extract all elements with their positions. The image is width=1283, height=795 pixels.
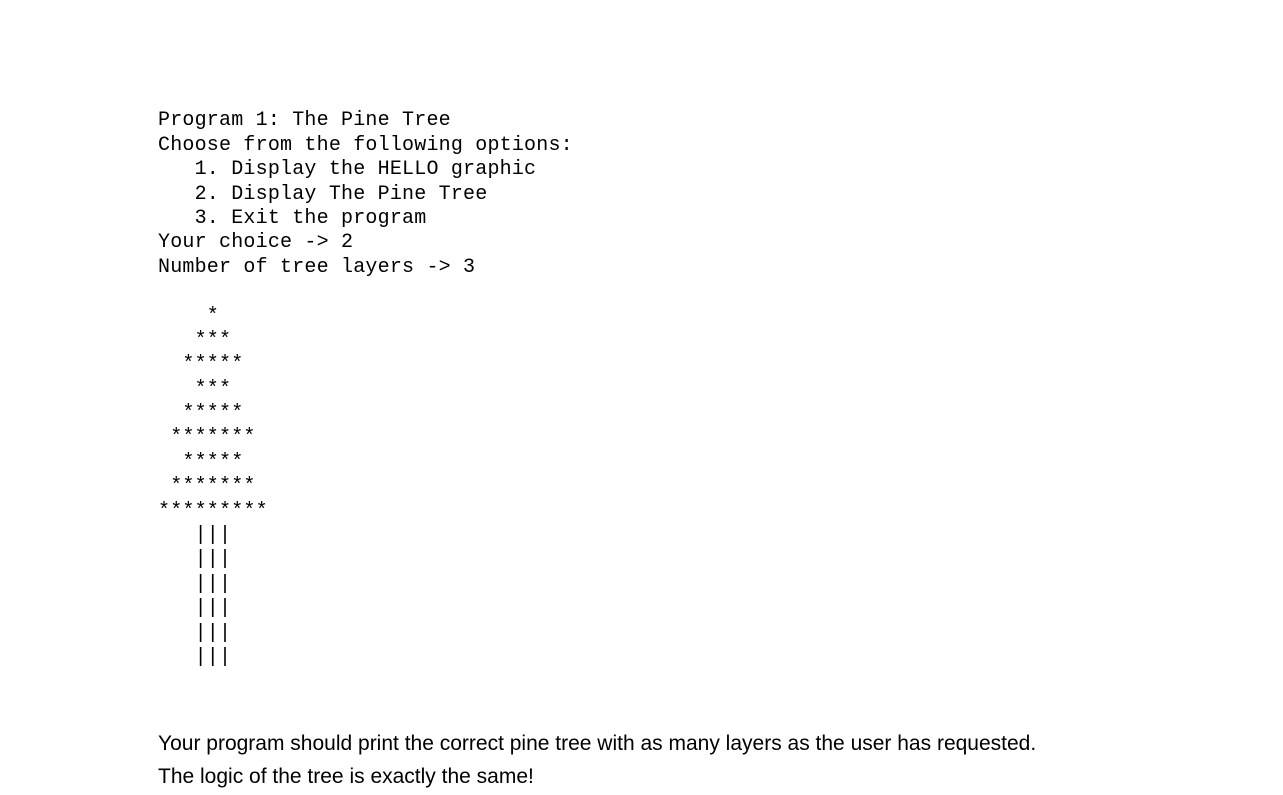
- tree-line: *******: [158, 475, 256, 498]
- tree-line: |||: [158, 622, 231, 645]
- program-title: Program 1: The Pine Tree: [158, 109, 451, 132]
- tree-line: *****: [158, 353, 243, 376]
- description-line-1: Your program should print the correct pi…: [158, 732, 1036, 755]
- tree-line: *****: [158, 402, 243, 425]
- menu-option-2: 2. Display The Pine Tree: [158, 183, 487, 206]
- tree-line: ***: [158, 378, 231, 401]
- tree-line: ***: [158, 329, 231, 352]
- tree-line: |||: [158, 597, 231, 620]
- menu-header: Choose from the following options:: [158, 134, 573, 157]
- tree-line: |||: [158, 646, 231, 669]
- tree-line: |||: [158, 548, 231, 571]
- tree-line: *****: [158, 451, 243, 474]
- tree-line: *********: [158, 500, 268, 523]
- tree-line: |||: [158, 524, 231, 547]
- description-line-2: The logic of the tree is exactly the sam…: [158, 765, 534, 788]
- tree-line: |||: [158, 573, 231, 596]
- layers-prompt: Number of tree layers -> 3: [158, 256, 475, 279]
- program-output: Program 1: The Pine Tree Choose from the…: [158, 85, 1128, 670]
- menu-option-3: 3. Exit the program: [158, 207, 426, 230]
- choice-prompt: Your choice -> 2: [158, 231, 353, 254]
- tree-line: *******: [158, 426, 256, 449]
- menu-option-1: 1. Display the HELLO graphic: [158, 158, 536, 181]
- description-text: Your program should print the correct pi…: [158, 728, 1128, 793]
- tree-line: *: [158, 305, 219, 328]
